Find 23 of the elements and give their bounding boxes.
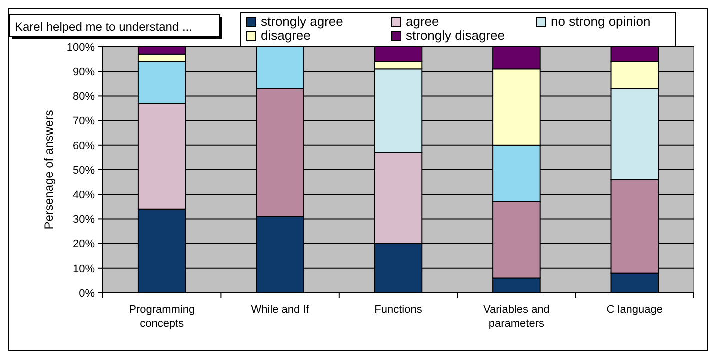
- legend-label: agree: [406, 14, 440, 29]
- legend-label: strongly disagree: [406, 28, 505, 43]
- legend-label: no strong opinion: [551, 14, 651, 29]
- y-tick-label: 80%: [72, 91, 96, 104]
- y-tick-label: 30%: [72, 214, 96, 226]
- y-tick-label: 40%: [72, 189, 96, 202]
- y-tick-label: 20%: [72, 238, 96, 251]
- legend-label: disagree: [261, 28, 311, 43]
- y-tick-label: 70%: [72, 116, 96, 128]
- y-tick-label: 0%: [79, 288, 96, 300]
- x-tick-label: C language: [606, 304, 664, 316]
- y-tick-label: 100%: [66, 42, 96, 54]
- y-tick-label: 10%: [72, 263, 96, 276]
- legend-label: strongly agree: [261, 14, 344, 29]
- y-tick-label: 90%: [72, 66, 96, 78]
- y-tick-label: 50%: [72, 164, 96, 177]
- x-tick-label: Functions: [374, 304, 423, 316]
- x-tick-label: Variables and parameters: [483, 304, 550, 330]
- chart-title: Karel helped me to understand ...: [15, 20, 192, 34]
- y-axis-title: Persenage of answers: [42, 110, 56, 230]
- x-tick-label: Programming concepts: [129, 304, 196, 330]
- y-tick-label: 60%: [72, 140, 96, 152]
- x-tick-label: While and If: [251, 304, 310, 316]
